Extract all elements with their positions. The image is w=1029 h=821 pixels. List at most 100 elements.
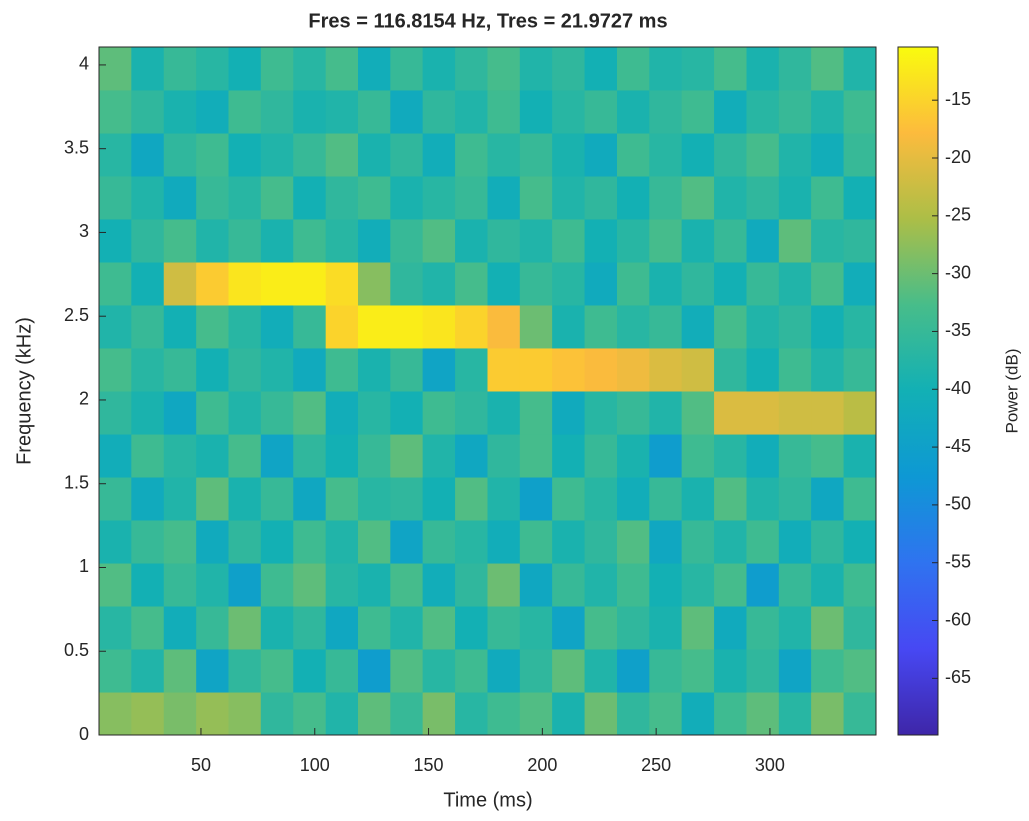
heatmap-cell xyxy=(228,648,262,693)
heatmap-cell xyxy=(260,89,294,134)
heatmap-cell xyxy=(228,477,262,521)
heatmap-cell xyxy=(228,434,262,478)
heatmap-cell xyxy=(390,434,424,478)
heatmap-cell xyxy=(552,175,586,220)
heatmap-cell xyxy=(358,218,391,263)
heatmap-cell xyxy=(390,477,424,521)
heatmap-cell xyxy=(649,89,683,134)
heatmap-cell xyxy=(487,47,521,91)
heatmap-cell xyxy=(843,133,877,177)
heatmap-cell xyxy=(552,519,586,564)
heatmap-cell xyxy=(746,519,780,564)
heatmap-cell xyxy=(358,692,391,736)
heatmap-cell xyxy=(617,606,650,650)
heatmap-cell xyxy=(260,47,294,91)
heatmap-cell xyxy=(746,262,780,306)
heatmap-cell xyxy=(422,347,456,392)
heatmap-cell xyxy=(325,175,359,220)
heatmap-cell xyxy=(552,434,586,478)
heatmap-cell xyxy=(455,47,488,91)
heatmap-cell xyxy=(325,477,359,521)
heatmap-cell xyxy=(843,434,877,478)
heatmap-cell xyxy=(746,347,780,392)
heatmap-cell xyxy=(778,434,812,478)
heatmap-cell xyxy=(163,175,197,220)
heatmap-cell xyxy=(487,606,521,650)
heatmap-cell xyxy=(325,692,359,736)
heatmap-cell xyxy=(131,391,165,435)
heatmap-cell xyxy=(131,175,165,220)
heatmap-cell xyxy=(617,175,650,220)
heatmap-cell xyxy=(99,218,132,263)
x-tick-label: 200 xyxy=(527,755,557,775)
heatmap-cell xyxy=(843,648,877,693)
heatmap-cell xyxy=(778,391,812,435)
heatmap-cell xyxy=(163,304,197,349)
heatmap-cell xyxy=(778,347,812,392)
colorbar-tick-label: -45 xyxy=(945,436,971,456)
heatmap-cell xyxy=(649,692,683,736)
heatmap-cell xyxy=(617,477,650,521)
heatmap-cell xyxy=(260,606,294,650)
heatmap-cell xyxy=(196,648,229,693)
heatmap-cell xyxy=(455,563,488,607)
heatmap-cell xyxy=(519,347,553,392)
heatmap-cell xyxy=(552,563,586,607)
heatmap-cell xyxy=(358,519,391,564)
heatmap-cell xyxy=(293,175,327,220)
colorbar-tick-label: -55 xyxy=(945,551,971,571)
x-axis-label: Time (ms) xyxy=(443,789,532,811)
heatmap-cell xyxy=(519,304,553,349)
heatmap-cell xyxy=(260,133,294,177)
heatmap-cell xyxy=(325,519,359,564)
heatmap-cell xyxy=(811,262,845,306)
heatmap-cell xyxy=(714,89,747,134)
heatmap-cell xyxy=(714,304,747,349)
heatmap-cell xyxy=(746,606,780,650)
heatmap-cell xyxy=(843,477,877,521)
heatmap-cell xyxy=(228,391,262,435)
heatmap-cell xyxy=(617,391,650,435)
heatmap-cell xyxy=(325,262,359,306)
heatmap-cell xyxy=(552,304,586,349)
heatmap-cell xyxy=(487,262,521,306)
heatmap-cell xyxy=(778,133,812,177)
heatmap-cell xyxy=(163,606,197,650)
heatmap-cell xyxy=(228,519,262,564)
heatmap-cell xyxy=(293,692,327,736)
heatmap-cell xyxy=(131,89,165,134)
heatmap-cell xyxy=(390,648,424,693)
heatmap-cell xyxy=(519,563,553,607)
x-tick-label: 150 xyxy=(414,755,444,775)
heatmap-cell xyxy=(163,89,197,134)
heatmap-cell xyxy=(228,304,262,349)
heatmap-cell xyxy=(422,434,456,478)
heatmap-cell xyxy=(552,133,586,177)
heatmap-cell xyxy=(649,391,683,435)
heatmap-cell xyxy=(228,89,262,134)
heatmap-cell xyxy=(746,648,780,693)
heatmap-cell xyxy=(519,477,553,521)
heatmap-cell xyxy=(778,477,812,521)
heatmap-cell xyxy=(131,563,165,607)
heatmap-cell xyxy=(487,648,521,693)
heatmap-cell xyxy=(99,347,132,392)
heatmap-cell xyxy=(617,47,650,91)
heatmap-cell xyxy=(131,692,165,736)
heatmap-cell xyxy=(163,648,197,693)
heatmap-cell xyxy=(617,133,650,177)
colorbar-tick-label: -50 xyxy=(945,494,971,514)
heatmap-cell xyxy=(649,218,683,263)
heatmap-cell xyxy=(358,133,391,177)
heatmap-cell xyxy=(99,133,132,177)
heatmap-cell xyxy=(131,218,165,263)
heatmap-cell xyxy=(163,262,197,306)
colorbar-tick-label: -40 xyxy=(945,378,971,398)
heatmap-cell xyxy=(681,391,715,435)
heatmap-cell xyxy=(390,519,424,564)
heatmap-cell xyxy=(811,391,845,435)
heatmap-cell xyxy=(519,218,553,263)
heatmap-cell xyxy=(390,563,424,607)
heatmap-cell xyxy=(358,347,391,392)
heatmap-cell xyxy=(649,477,683,521)
